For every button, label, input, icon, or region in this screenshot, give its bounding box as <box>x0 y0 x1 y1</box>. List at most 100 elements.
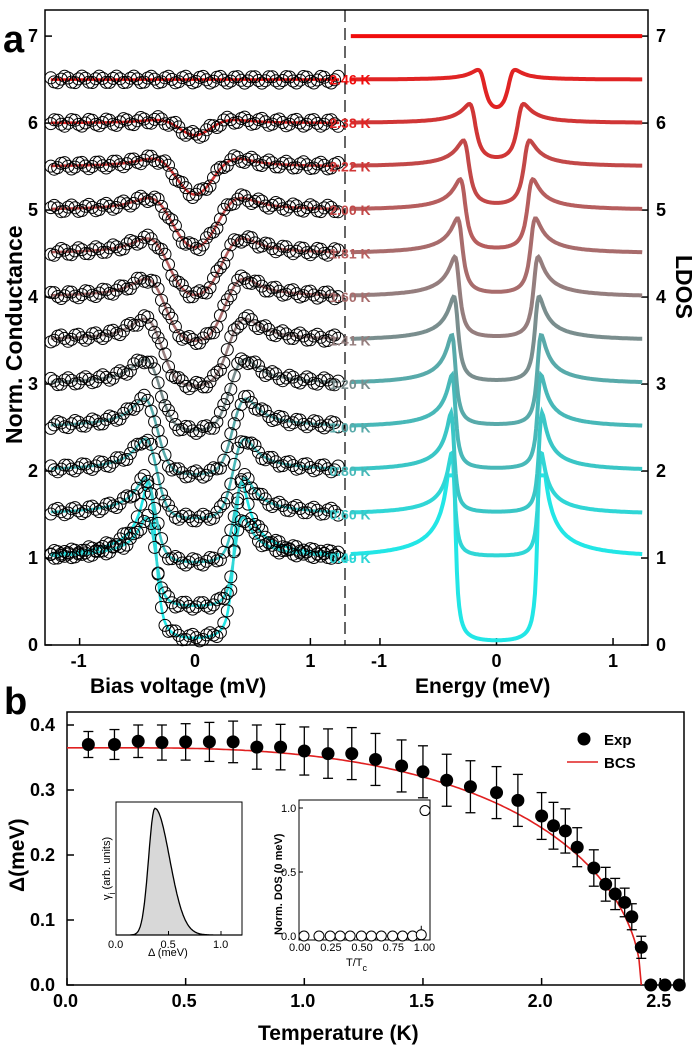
data-point <box>58 289 72 303</box>
data-point <box>182 290 196 304</box>
data-point <box>168 115 182 129</box>
data-point <box>68 244 82 258</box>
data-point <box>252 359 265 373</box>
y-tick-label-right: 4 <box>656 287 666 307</box>
data-point <box>186 379 200 393</box>
y-tick-label-left: 4 <box>28 287 38 307</box>
inset1-distribution <box>116 807 242 936</box>
ldos-curve-060K <box>350 406 643 514</box>
data-point <box>324 501 338 515</box>
data-point <box>265 281 279 295</box>
data-point <box>92 242 106 256</box>
data-point <box>172 275 186 289</box>
inset1-y-label-rest: (arb. units) <box>101 837 113 893</box>
exp-data-point <box>463 780 477 794</box>
exp-data-point <box>416 765 430 779</box>
data-point <box>113 115 127 129</box>
data-point <box>92 505 106 519</box>
data-point <box>99 75 113 89</box>
data-point <box>217 73 231 87</box>
data-point <box>207 119 220 133</box>
data-point <box>179 419 193 433</box>
data-point <box>78 247 92 260</box>
inset2-data-point <box>387 930 399 942</box>
data-point <box>213 553 227 567</box>
data-point <box>220 491 234 505</box>
data-point <box>286 283 300 297</box>
b-x-tick-label: 2.0 <box>528 991 553 1011</box>
data-point <box>210 221 224 235</box>
data-point <box>255 239 269 253</box>
data-point <box>276 410 290 424</box>
data-point <box>231 115 245 129</box>
data-point <box>297 506 310 520</box>
data-point <box>331 205 345 219</box>
data-point <box>141 116 155 130</box>
data-point <box>196 380 210 394</box>
data-point <box>213 160 227 174</box>
data-point <box>328 292 342 306</box>
data-point <box>172 75 186 89</box>
inset1-y-label: γi (arb. units) <box>101 837 117 900</box>
inset2-frame <box>298 799 431 941</box>
data-point <box>113 158 127 172</box>
data-point <box>182 555 196 569</box>
y-tick-label-left: 7 <box>28 26 38 46</box>
data-point <box>210 630 224 643</box>
data-point <box>224 153 238 167</box>
data-point <box>203 326 217 340</box>
data-point <box>89 502 103 516</box>
data-point <box>110 366 123 380</box>
y-tick-label-right: 1 <box>656 548 666 568</box>
data-point <box>207 74 220 88</box>
data-point <box>241 389 255 403</box>
data-point <box>58 243 72 257</box>
data-point <box>262 450 276 464</box>
data-point <box>245 396 258 409</box>
data-point <box>210 264 224 278</box>
data-point <box>279 541 293 555</box>
b-x-tick-label: 1.5 <box>409 991 434 1011</box>
data-point <box>234 398 248 411</box>
data-point <box>92 119 106 133</box>
data-point <box>196 69 210 83</box>
data-point <box>89 155 103 169</box>
data-point <box>297 155 310 169</box>
data-point <box>144 232 158 246</box>
data-point <box>245 276 258 290</box>
data-point <box>82 247 96 261</box>
data-point <box>217 616 231 630</box>
data-point <box>224 113 238 127</box>
data-point <box>265 117 279 131</box>
data-point <box>172 462 186 476</box>
data-point <box>310 462 324 476</box>
exp-data-point <box>226 735 240 749</box>
data-point <box>148 190 162 204</box>
data-point <box>78 419 92 433</box>
data-point <box>172 512 186 526</box>
temperature-label: 2.22 K <box>329 159 370 175</box>
exp-data-point <box>490 786 504 800</box>
exp-data-point <box>369 752 382 766</box>
data-point <box>123 317 137 330</box>
inset2-x-label: T/Tc <box>346 957 368 973</box>
data-point <box>130 510 144 524</box>
data-point <box>165 624 179 638</box>
data-point <box>200 123 213 137</box>
temperature-label: 0.80 K <box>329 463 370 479</box>
data-point <box>227 197 241 211</box>
data-point <box>110 283 123 297</box>
temperature-label: 1.81 K <box>329 246 370 262</box>
data-point <box>165 167 179 181</box>
data-point <box>113 328 127 342</box>
data-point <box>224 523 238 537</box>
data-point <box>120 237 134 251</box>
data-point <box>307 288 321 302</box>
data-point <box>123 199 137 213</box>
data-point <box>144 193 158 207</box>
data-point <box>252 192 265 206</box>
data-point <box>248 274 262 288</box>
exp-data-point <box>81 738 95 751</box>
data-point <box>331 243 345 257</box>
data-point <box>103 113 117 127</box>
